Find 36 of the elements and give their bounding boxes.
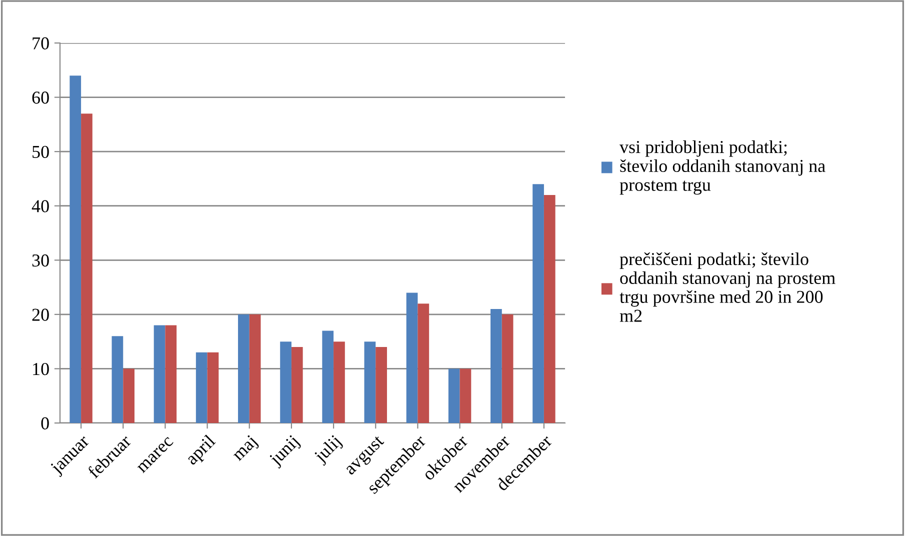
bar [544, 195, 556, 423]
bar [81, 114, 92, 423]
y-tick-label: 60 [32, 92, 49, 104]
bar [196, 352, 208, 423]
y-tick-label: 70 [32, 37, 49, 50]
x-tick-label: april [184, 434, 219, 468]
bar [418, 304, 430, 423]
bar [154, 325, 166, 423]
bar [376, 347, 387, 423]
bar [207, 352, 219, 423]
bar [70, 76, 82, 423]
bar [280, 342, 292, 423]
x-tick-label: maj [230, 434, 260, 464]
y-tick-label: 40 [32, 200, 49, 212]
bar [364, 342, 376, 423]
bar [291, 347, 303, 423]
bar [490, 309, 502, 423]
y-tick-label: 0 [41, 417, 49, 430]
bar [322, 330, 334, 423]
y-tick-label: 20 [32, 308, 49, 321]
legend-label: vsi pridobljeni podatki; število oddanih stanovanj na prostem trgu [620, 140, 826, 195]
bar [165, 325, 177, 423]
bar [238, 314, 250, 423]
legend-label: prečiščeni podatki; število oddanih stanovanj na prostem trgu površine med 20 in 200 m2 [620, 252, 836, 322]
bar [406, 292, 418, 423]
bar [502, 314, 514, 423]
bar [460, 368, 472, 423]
y-tick-label: 50 [32, 146, 49, 158]
y-tick-label: 10 [33, 362, 49, 376]
y-tick-label: 30 [32, 254, 49, 267]
bar [334, 342, 345, 423]
bar [249, 314, 261, 423]
bar [532, 184, 544, 423]
bar [123, 368, 134, 423]
bar [112, 336, 124, 423]
bar [448, 368, 460, 423]
